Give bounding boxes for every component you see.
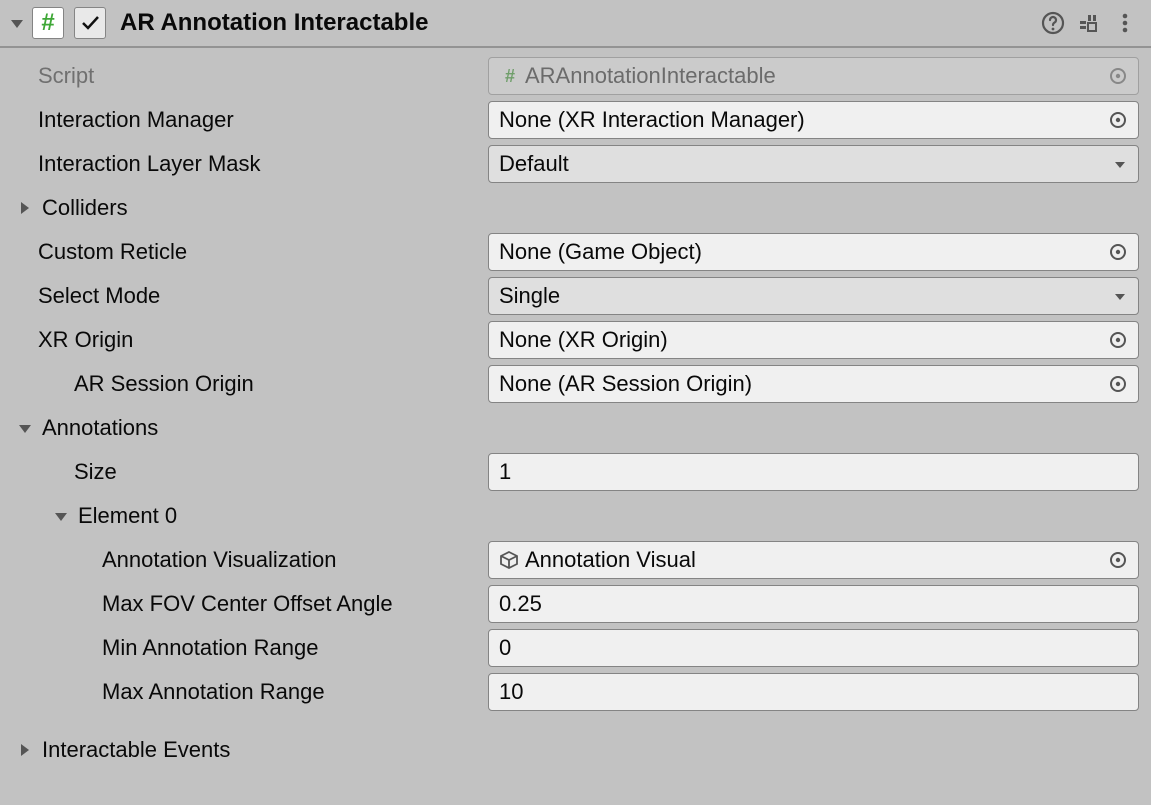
- foldout-open-icon[interactable]: [14, 417, 36, 439]
- ar-session-origin-label: AR Session Origin: [72, 371, 254, 397]
- component-title: AR Annotation Interactable: [120, 9, 428, 37]
- custom-reticle-value: None (Game Object): [499, 239, 702, 265]
- interaction-manager-row: Interaction Manager None (XR Interaction…: [0, 98, 1145, 142]
- script-field: # ARAnnotationInteractable: [488, 57, 1139, 95]
- fov-input[interactable]: [499, 591, 1128, 617]
- element0-row[interactable]: Element 0: [0, 494, 1145, 538]
- events-row[interactable]: Interactable Events: [0, 728, 1145, 772]
- annotation-vis-label: Annotation Visualization: [100, 547, 336, 573]
- fov-row: Max FOV Center Offset Angle: [0, 582, 1145, 626]
- ar-session-origin-field[interactable]: None (AR Session Origin): [488, 365, 1139, 403]
- events-label: Interactable Events: [40, 737, 230, 763]
- foldout-closed-icon[interactable]: [14, 197, 36, 219]
- fov-field[interactable]: [488, 585, 1139, 623]
- annotation-vis-row: Annotation Visualization Annotation Visu…: [0, 538, 1145, 582]
- min-range-input[interactable]: [499, 635, 1128, 661]
- annotation-vis-field[interactable]: Annotation Visual: [488, 541, 1139, 579]
- layer-mask-value: Default: [499, 151, 569, 177]
- ar-session-origin-value: None (AR Session Origin): [499, 371, 752, 397]
- annotations-size-field[interactable]: [488, 453, 1139, 491]
- fov-label: Max FOV Center Offset Angle: [100, 591, 393, 617]
- object-picker-icon: [1108, 58, 1128, 94]
- annotations-size-row: Size: [0, 450, 1145, 494]
- annotations-size-input[interactable]: [499, 459, 1128, 485]
- context-menu-icon[interactable]: [1107, 11, 1143, 35]
- xr-origin-label: XR Origin: [36, 327, 133, 353]
- colliders-row[interactable]: Colliders: [0, 186, 1145, 230]
- help-icon[interactable]: [1035, 11, 1071, 35]
- object-picker-icon[interactable]: [1108, 102, 1128, 138]
- component-body: Script # ARAnnotationInteractable Intera…: [0, 48, 1151, 792]
- custom-reticle-label: Custom Reticle: [36, 239, 187, 265]
- chevron-down-icon: [1112, 278, 1128, 314]
- hash-icon: #: [499, 65, 521, 87]
- min-range-label: Min Annotation Range: [100, 635, 319, 661]
- max-range-row: Max Annotation Range: [0, 670, 1145, 714]
- script-icon: #: [32, 7, 64, 39]
- layer-mask-label: Interaction Layer Mask: [36, 151, 261, 177]
- element0-label: Element 0: [76, 503, 177, 529]
- annotation-vis-value: Annotation Visual: [525, 547, 696, 573]
- annotations-label: Annotations: [40, 415, 158, 441]
- component-panel: # AR Annotation Interactable Script # AR…: [0, 0, 1151, 792]
- min-range-field[interactable]: [488, 629, 1139, 667]
- foldout-open-icon[interactable]: [50, 505, 72, 527]
- select-mode-label: Select Mode: [36, 283, 160, 309]
- max-range-label: Max Annotation Range: [100, 679, 325, 705]
- annotations-size-label: Size: [72, 459, 117, 485]
- preset-icon[interactable]: [1071, 11, 1107, 35]
- select-mode-value: Single: [499, 283, 560, 309]
- enabled-checkbox[interactable]: [74, 7, 106, 39]
- interaction-manager-value: None (XR Interaction Manager): [499, 107, 805, 133]
- object-picker-icon[interactable]: [1108, 322, 1128, 358]
- xr-origin-value: None (XR Origin): [499, 327, 668, 353]
- select-mode-dropdown[interactable]: Single: [488, 277, 1139, 315]
- xr-origin-row: XR Origin None (XR Origin): [0, 318, 1145, 362]
- max-range-input[interactable]: [499, 679, 1128, 705]
- gameobject-icon: [499, 550, 519, 570]
- custom-reticle-field[interactable]: None (Game Object): [488, 233, 1139, 271]
- chevron-down-icon: [1112, 146, 1128, 182]
- layer-mask-row: Interaction Layer Mask Default: [0, 142, 1145, 186]
- foldout-closed-icon[interactable]: [14, 739, 36, 761]
- script-row: Script # ARAnnotationInteractable: [0, 54, 1145, 98]
- foldout-icon[interactable]: [6, 12, 28, 34]
- object-picker-icon[interactable]: [1108, 234, 1128, 270]
- ar-session-origin-row: AR Session Origin None (AR Session Origi…: [0, 362, 1145, 406]
- object-picker-icon[interactable]: [1108, 542, 1128, 578]
- xr-origin-field[interactable]: None (XR Origin): [488, 321, 1139, 359]
- component-header[interactable]: # AR Annotation Interactable: [0, 0, 1151, 48]
- max-range-field[interactable]: [488, 673, 1139, 711]
- min-range-row: Min Annotation Range: [0, 626, 1145, 670]
- interaction-manager-field[interactable]: None (XR Interaction Manager): [488, 101, 1139, 139]
- object-picker-icon[interactable]: [1108, 366, 1128, 402]
- colliders-label: Colliders: [40, 195, 128, 221]
- script-value: ARAnnotationInteractable: [525, 63, 776, 89]
- interaction-manager-label: Interaction Manager: [36, 107, 234, 133]
- layer-mask-dropdown[interactable]: Default: [488, 145, 1139, 183]
- script-label: Script: [36, 63, 94, 89]
- annotations-row[interactable]: Annotations: [0, 406, 1145, 450]
- select-mode-row: Select Mode Single: [0, 274, 1145, 318]
- custom-reticle-row: Custom Reticle None (Game Object): [0, 230, 1145, 274]
